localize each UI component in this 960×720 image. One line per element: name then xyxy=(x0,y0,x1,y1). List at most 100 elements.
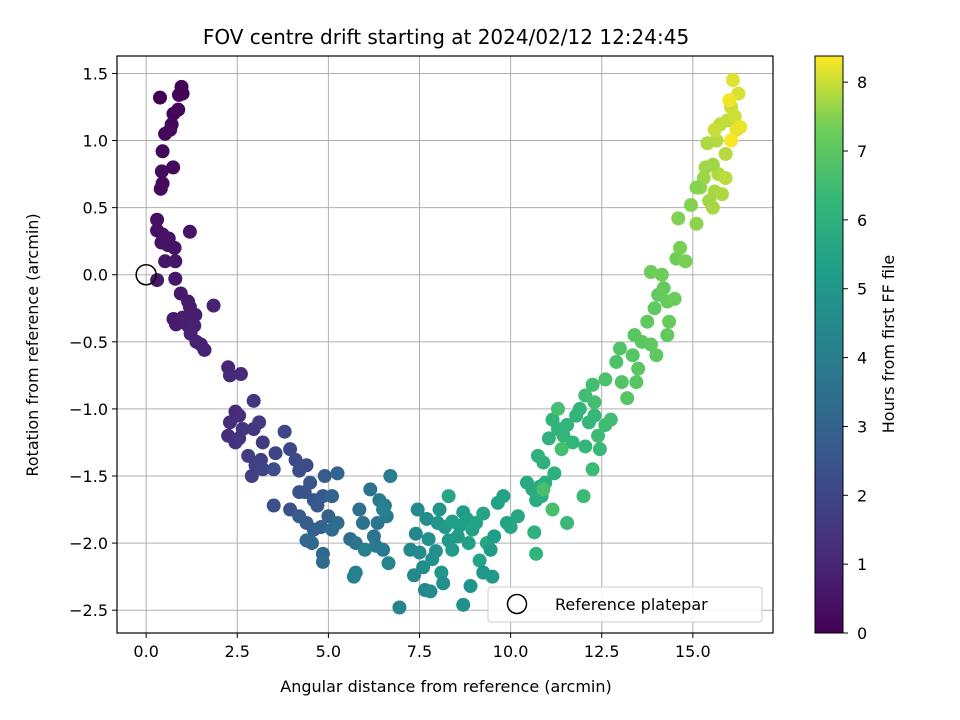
y-tick-label: −1.5 xyxy=(69,467,108,486)
y-tick-label: 1.0 xyxy=(83,132,108,151)
scatter-points xyxy=(150,73,748,615)
data-point xyxy=(330,466,345,481)
y-tick-label: 0.5 xyxy=(83,199,108,218)
data-point xyxy=(496,489,511,504)
data-point xyxy=(565,435,580,450)
data-point xyxy=(188,307,203,322)
data-point xyxy=(436,576,451,591)
data-point xyxy=(356,515,370,530)
data-point xyxy=(428,544,443,559)
data-point xyxy=(155,144,170,159)
y-axis-label: Rotation from reference (arcmin) xyxy=(23,213,42,476)
data-point xyxy=(592,442,607,457)
data-point xyxy=(640,314,655,329)
data-point xyxy=(662,314,677,329)
data-point xyxy=(671,211,686,226)
legend-marker-icon xyxy=(506,593,528,615)
x-tick-label: 0.0 xyxy=(133,642,158,661)
data-point xyxy=(304,536,319,551)
data-point xyxy=(654,267,669,282)
data-point xyxy=(183,326,198,341)
data-point xyxy=(158,254,173,269)
x-tick-label: 12.5 xyxy=(584,642,620,661)
data-point xyxy=(419,511,434,526)
data-point xyxy=(376,502,391,517)
data-point xyxy=(407,568,422,583)
data-point xyxy=(620,391,635,406)
data-point xyxy=(325,489,340,504)
data-point xyxy=(246,393,261,408)
data-point xyxy=(536,482,551,497)
data-point xyxy=(603,412,618,427)
data-point xyxy=(707,122,722,137)
data-point xyxy=(656,281,671,296)
data-point xyxy=(722,93,737,108)
data-point xyxy=(527,525,542,540)
data-point xyxy=(724,133,739,148)
data-point xyxy=(166,160,181,175)
data-point xyxy=(266,462,281,477)
colorbar-label: Hours from first FF file xyxy=(879,255,898,434)
data-point xyxy=(346,569,361,584)
data-point xyxy=(483,542,498,557)
data-point xyxy=(255,462,270,477)
data-point xyxy=(647,301,662,316)
data-point xyxy=(255,435,270,450)
data-point xyxy=(476,506,491,521)
data-point xyxy=(550,401,565,416)
y-axis-ticks: −2.5 −2.0 −1.5 −1.0 −0.5 0.0 0.5 1.0 1.5 xyxy=(69,64,117,620)
legend-label: Reference platepar xyxy=(555,595,708,614)
x-tick-label: 15.0 xyxy=(675,642,711,661)
data-point xyxy=(292,463,307,478)
y-tick-label: −0.5 xyxy=(69,333,108,352)
data-point xyxy=(383,469,398,484)
colorbar-tick-label: 1 xyxy=(857,555,867,574)
data-point xyxy=(416,560,431,575)
data-point xyxy=(631,361,646,376)
x-tick-label: 7.5 xyxy=(407,642,432,661)
data-point xyxy=(585,462,600,477)
data-point xyxy=(277,424,292,439)
data-point xyxy=(487,529,502,544)
data-point xyxy=(315,554,330,569)
data-point xyxy=(222,368,237,383)
data-point xyxy=(235,422,250,437)
data-point xyxy=(718,171,733,186)
data-point xyxy=(541,431,556,446)
data-point xyxy=(168,254,183,269)
data-point xyxy=(463,579,478,594)
colorbar-tick-label: 5 xyxy=(857,280,867,299)
data-point xyxy=(153,181,168,196)
y-tick-label: −1.0 xyxy=(69,400,108,419)
data-point xyxy=(197,342,212,357)
colorbar-tick-label: 8 xyxy=(857,73,867,92)
data-point xyxy=(510,509,525,524)
data-point xyxy=(357,542,372,557)
data-point xyxy=(503,519,518,534)
data-point xyxy=(450,529,465,544)
data-point xyxy=(587,408,602,423)
data-point xyxy=(667,291,682,306)
data-point xyxy=(206,298,221,313)
x-tick-label: 10.0 xyxy=(493,642,529,661)
data-point xyxy=(529,546,544,561)
data-point xyxy=(673,240,688,255)
data-point xyxy=(392,600,407,615)
data-point xyxy=(423,584,438,599)
colorbar-tick-label: 6 xyxy=(857,211,867,230)
data-point xyxy=(545,502,560,517)
plot-frame xyxy=(116,55,774,634)
data-point xyxy=(727,109,742,124)
data-point xyxy=(547,466,562,481)
data-point xyxy=(485,569,500,584)
data-point xyxy=(252,415,267,430)
data-point xyxy=(445,542,460,557)
data-point xyxy=(629,375,644,390)
y-tick-label: −2.5 xyxy=(69,601,108,620)
data-point xyxy=(441,489,456,504)
data-point xyxy=(554,442,569,457)
data-point xyxy=(576,489,591,504)
data-point xyxy=(268,446,283,461)
colorbar-tick-label: 3 xyxy=(857,417,867,436)
